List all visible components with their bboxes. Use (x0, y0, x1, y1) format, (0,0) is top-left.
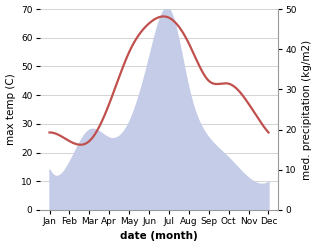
Y-axis label: med. precipitation (kg/m2): med. precipitation (kg/m2) (302, 40, 313, 180)
X-axis label: date (month): date (month) (120, 231, 198, 242)
Y-axis label: max temp (C): max temp (C) (5, 74, 16, 145)
